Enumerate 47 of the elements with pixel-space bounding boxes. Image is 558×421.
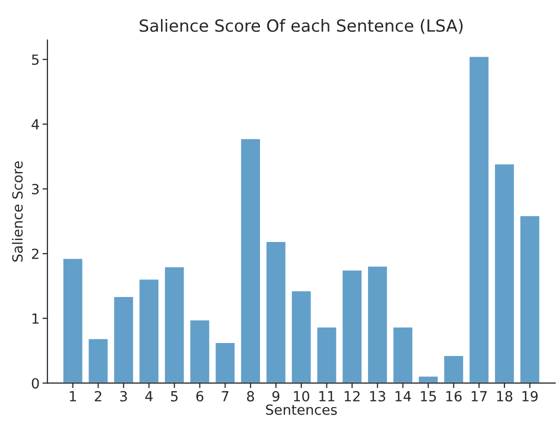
- x-tick-label: 15: [420, 391, 436, 402]
- x-tick-label: 3: [120, 390, 127, 402]
- y-axis-title: Salience Score: [12, 161, 23, 262]
- x-tick-label: 10: [294, 390, 310, 402]
- bar: [240, 138, 262, 384]
- x-tick-label: 16: [446, 390, 462, 402]
- bar: [468, 55, 490, 384]
- bar: [341, 269, 363, 384]
- y-tick-label: 2: [32, 248, 38, 259]
- x-tick-label: 12: [344, 390, 360, 402]
- x-tick-label: 5: [171, 391, 178, 402]
- chart-title: Salience Score Of each Sentence (LSA): [140, 19, 463, 34]
- bar: [316, 326, 338, 384]
- x-tick-label: 1: [70, 391, 76, 402]
- x-tick-label: 2: [94, 390, 102, 402]
- bar: [494, 162, 516, 384]
- bar: [138, 278, 160, 384]
- y-tick-label: 1: [32, 314, 39, 324]
- x-tick-label: 6: [196, 390, 204, 402]
- bar: [442, 354, 465, 384]
- bar: [417, 375, 440, 384]
- bar: [265, 240, 287, 384]
- bar: [188, 318, 211, 384]
- x-tick-label: 17: [472, 391, 487, 402]
- bar: [62, 257, 84, 384]
- y-tick-label: 0: [32, 378, 39, 389]
- x-tick-label: 13: [370, 390, 386, 402]
- bar: [112, 296, 134, 384]
- x-tick-label: 8: [247, 390, 254, 402]
- bar: [164, 266, 186, 384]
- x-tick-label: 14: [396, 391, 411, 402]
- x-tick-label: 18: [497, 390, 512, 402]
- x-axis-title: Sentences: [266, 404, 337, 415]
- bar: [518, 214, 541, 384]
- x-tick-label: 4: [145, 391, 153, 402]
- y-tick-label: 4: [32, 119, 40, 130]
- bar: [366, 265, 388, 384]
- x-tick-label: 7: [222, 391, 228, 402]
- x-tick-label: 11: [319, 391, 334, 402]
- bar: [290, 290, 312, 384]
- bar: [392, 326, 414, 384]
- x-tick-label: 19: [522, 390, 538, 402]
- x-tick-label: 9: [272, 390, 280, 402]
- bar: [87, 338, 110, 384]
- bar: [214, 342, 236, 384]
- y-tick-label: 5: [32, 54, 39, 65]
- y-tick-label: 3: [32, 184, 39, 194]
